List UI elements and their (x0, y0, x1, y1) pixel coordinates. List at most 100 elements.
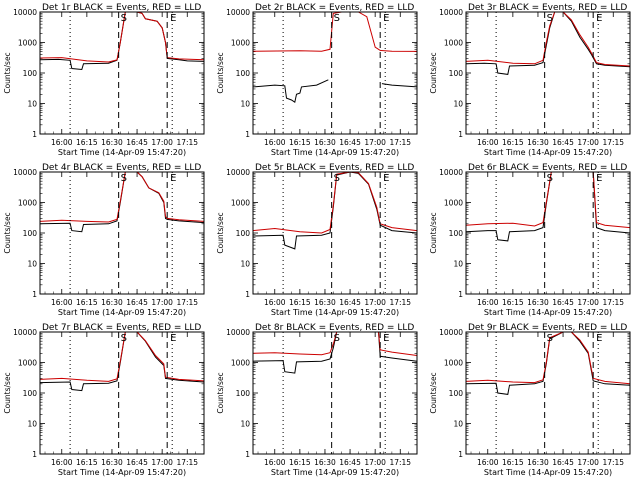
x-tick-label: 16:00 (51, 298, 73, 307)
marker-label: S (121, 333, 127, 344)
x-tick-label: 16:30 (527, 298, 549, 307)
x-tick-label: 17:00 (364, 298, 386, 307)
x-tick-label: 16:00 (264, 458, 286, 467)
y-tick-label: 1000 (231, 199, 250, 208)
y-tick-label: 1 (245, 290, 250, 299)
panel-7: Det 7r BLACK = Events, RED = LLD Counts/s… (3, 323, 205, 477)
plot-frame (252, 331, 418, 455)
panel-title: Det 1r BLACK = Events, RED = LLD (42, 3, 201, 13)
y-tick-label: 10 (27, 100, 37, 109)
panel-title: Det 6r BLACK = Events, RED = LLD (468, 163, 627, 173)
x-tick-label: 16:45 (126, 458, 148, 467)
x-tick-label: 17:15 (602, 458, 624, 467)
panel-title: Det 7r BLACK = Events, RED = LLD (42, 323, 201, 333)
y-tick-label: 10 (453, 420, 463, 429)
y-tick-label: 10 (27, 420, 37, 429)
x-tick-label: 16:45 (552, 138, 574, 147)
marker-label: S (547, 13, 553, 24)
y-tick-label: 10 (240, 420, 250, 429)
x-axis-label: Start Time (14-Apr-09 15:47:20) (271, 468, 399, 477)
y-tick-label: 10000 (439, 168, 463, 177)
x-tick-label: 16:30 (527, 458, 549, 467)
x-axis-label: Start Time (14-Apr-09 15:47:20) (58, 148, 186, 157)
x-tick-label: 16:15 (289, 458, 311, 467)
y-tick-label: 100 (449, 229, 464, 238)
x-tick-label: 16:30 (314, 138, 336, 147)
events-series-line (253, 79, 417, 104)
panel-title: Det 3r BLACK = Events, RED = LLD (468, 3, 627, 13)
y-tick-label: 10000 (439, 8, 463, 17)
marker-label: E (596, 173, 602, 184)
x-tick-label: 16:15 (502, 298, 524, 307)
y-tick-label: 1 (245, 130, 250, 139)
marker-label: E (383, 173, 389, 184)
panel-9: Det 9r BLACK = Events, RED = LLD Counts/s… (429, 323, 631, 477)
x-tick-label: 17:00 (577, 138, 599, 147)
x-tick-label: 16:45 (339, 458, 361, 467)
panel-6: Det 6r BLACK = Events, RED = LLD Counts/s… (429, 163, 631, 317)
lld-series-line (466, 332, 630, 385)
y-axis-label: Counts/sec (3, 372, 12, 413)
y-tick-label: 100 (236, 69, 251, 78)
y-tick-label: 10 (27, 260, 37, 269)
panel-4: Det 4r BLACK = Events, RED = LLD Counts/s… (3, 163, 205, 317)
y-tick-label: 10 (240, 100, 250, 109)
y-tick-label: 1000 (231, 39, 250, 48)
x-tick-label: 17:00 (577, 458, 599, 467)
plot-area (40, 12, 204, 71)
panel-3: Det 3r BLACK = Events, RED = LLD Counts/s… (429, 3, 631, 157)
y-tick-label: 10 (240, 260, 250, 269)
plot-frame (465, 171, 631, 295)
x-tick-label: 17:00 (151, 298, 173, 307)
x-tick-label: 16:00 (477, 458, 499, 467)
lld-series-line (466, 12, 630, 67)
y-tick-label: 1 (245, 450, 250, 459)
y-tick-label: 1 (458, 290, 463, 299)
y-axis-label: Counts/sec (3, 212, 12, 253)
x-axis-label: Start Time (14-Apr-09 15:47:20) (484, 148, 612, 157)
x-axis-label: Start Time (14-Apr-09 15:47:20) (271, 308, 399, 317)
marker-label: S (121, 173, 127, 184)
y-tick-label: 10000 (226, 8, 250, 17)
marker-label: E (170, 13, 176, 24)
x-axis-label: Start Time (14-Apr-09 15:47:20) (58, 468, 186, 477)
x-tick-label: 17:15 (176, 298, 198, 307)
x-tick-label: 17:15 (602, 138, 624, 147)
x-axis-label: Start Time (14-Apr-09 15:47:20) (58, 308, 186, 317)
y-tick-label: 1000 (444, 359, 463, 368)
x-tick-label: 16:45 (126, 298, 148, 307)
panel-title: Det 9r BLACK = Events, RED = LLD (468, 323, 627, 333)
y-axis-label: Counts/sec (216, 212, 225, 253)
x-tick-label: 16:00 (264, 298, 286, 307)
marker-label: S (334, 173, 340, 184)
panel-title: Det 4r BLACK = Events, RED = LLD (42, 163, 201, 173)
x-tick-label: 16:45 (339, 138, 361, 147)
x-axis-label: Start Time (14-Apr-09 15:47:20) (271, 148, 399, 157)
x-axis-label: Start Time (14-Apr-09 15:47:20) (484, 468, 612, 477)
x-tick-label: 16:30 (101, 298, 123, 307)
x-tick-label: 16:00 (264, 138, 286, 147)
y-tick-label: 10000 (226, 328, 250, 337)
y-tick-label: 1000 (444, 39, 463, 48)
plot-area (40, 172, 204, 233)
x-tick-label: 16:45 (552, 298, 574, 307)
lld-series-line (40, 172, 204, 223)
plot-frame (39, 331, 205, 455)
x-tick-label: 16:15 (289, 298, 311, 307)
x-tick-label: 16:00 (477, 298, 499, 307)
x-tick-label: 16:45 (552, 458, 574, 467)
lld-series-line (253, 332, 417, 356)
y-tick-label: 1 (458, 450, 463, 459)
x-tick-label: 17:00 (364, 138, 386, 147)
x-tick-label: 17:15 (176, 458, 198, 467)
x-tick-label: 16:15 (76, 458, 98, 467)
plot-area (253, 172, 417, 250)
marker-label: S (121, 13, 127, 24)
y-axis-label: Counts/sec (216, 372, 225, 413)
x-tick-label: 16:15 (76, 138, 98, 147)
lld-series-line (466, 172, 630, 229)
x-tick-label: 17:15 (602, 298, 624, 307)
y-tick-label: 10 (453, 100, 463, 109)
x-axis-label: Start Time (14-Apr-09 15:47:20) (484, 308, 612, 317)
